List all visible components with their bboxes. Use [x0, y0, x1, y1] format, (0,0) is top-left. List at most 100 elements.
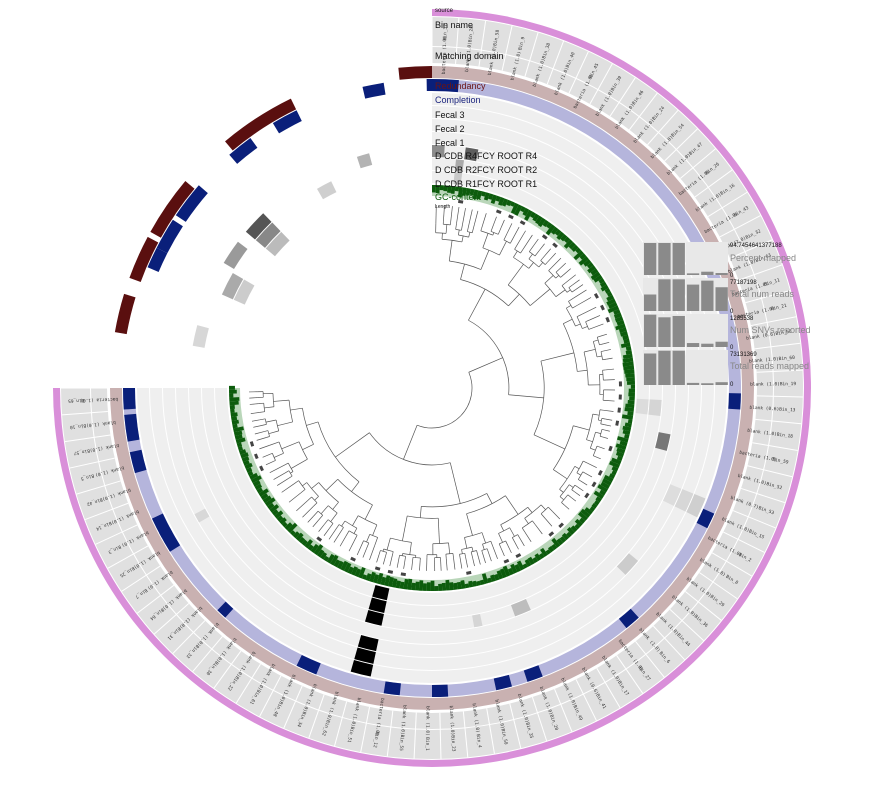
tree-arc — [318, 482, 339, 503]
gc-content-bar — [453, 582, 458, 590]
tree-branch — [540, 513, 546, 519]
tree-branch — [419, 506, 422, 518]
sample-bar — [672, 315, 685, 347]
tree-branch — [458, 229, 460, 236]
tree-leaf — [288, 492, 302, 503]
heatmap-cell — [674, 489, 694, 512]
tree-branch — [360, 540, 364, 547]
tree-arc — [287, 462, 294, 472]
tree-branch — [596, 355, 602, 358]
length-bar — [316, 536, 323, 542]
gc-content-bar — [579, 253, 587, 260]
gc-content-bar — [539, 547, 548, 557]
tree-branch — [364, 504, 373, 520]
gc-content-bar — [621, 414, 634, 420]
heatmap-cell — [648, 399, 662, 417]
tree-branch — [264, 430, 269, 432]
sample-bar — [658, 279, 671, 311]
gc-content-bar — [615, 451, 625, 458]
tree-branch — [314, 496, 319, 501]
sample-bar — [701, 280, 714, 311]
bin-name-label: Bin_56 — [775, 329, 792, 338]
gc-content-bar — [534, 553, 542, 562]
tree-branch — [449, 462, 461, 504]
tree-leaf — [259, 445, 270, 450]
tree-leaf — [604, 349, 611, 352]
domain-label: blank (1.0) — [471, 703, 481, 733]
length-bar — [400, 572, 406, 577]
tree-leaf — [403, 562, 405, 569]
gc-content-bar — [313, 544, 324, 556]
sample-bar — [701, 271, 714, 275]
tree-arc — [311, 496, 318, 503]
sample-bar — [644, 242, 657, 275]
gc-content-bar — [563, 236, 571, 244]
tree-branch — [593, 455, 595, 457]
gc-content-bar — [323, 555, 330, 562]
gc-content-bar — [510, 202, 519, 215]
gc-content-bar — [622, 353, 633, 360]
tree-branch — [452, 553, 454, 559]
completion-mark — [383, 681, 401, 696]
bin-separator — [732, 510, 776, 529]
bar-title-total-reads-mapped: Total reads mapped — [730, 361, 809, 371]
tree-branch — [290, 471, 294, 474]
gc-content-bar — [252, 480, 261, 487]
gc-content-bar — [571, 244, 579, 252]
gc-content-bar — [358, 567, 366, 579]
tree-leaf — [516, 230, 526, 247]
bin-name-label: Bin_12 — [372, 731, 381, 748]
gc-content-bar — [606, 298, 616, 306]
gc-content-bar — [627, 411, 634, 416]
tree-leaf — [558, 262, 567, 271]
tree-arc — [407, 515, 439, 519]
tree-arc — [455, 229, 462, 231]
gc-content-bar — [317, 549, 325, 558]
sample-bar — [658, 317, 671, 347]
tree-branch — [353, 535, 358, 542]
heatmap-cell — [616, 553, 639, 575]
tree-branch — [574, 484, 578, 488]
tree-arc — [602, 370, 604, 381]
gc-content-bar — [611, 457, 622, 465]
tree-branch — [273, 452, 284, 458]
gc-content-bar — [229, 393, 234, 398]
tree-branch — [328, 523, 334, 529]
gc-content-bar — [354, 568, 362, 578]
tree-leaf — [605, 368, 615, 371]
tree-leaf — [577, 486, 584, 492]
tree-branch — [511, 537, 516, 543]
tree-branch — [264, 406, 275, 409]
bin-separator — [235, 663, 261, 704]
gc-content-bar — [584, 507, 593, 515]
tree-branch — [481, 532, 486, 544]
tree-arc — [358, 515, 377, 526]
tree-branch — [266, 436, 270, 438]
heatmap-cell — [354, 647, 376, 664]
gc-content-bar — [501, 198, 509, 207]
gc-content-bar — [613, 312, 622, 319]
tree-leaf — [547, 252, 556, 263]
gc-content-bar — [622, 357, 634, 363]
tree-arc — [445, 553, 454, 555]
domain-label: blank (1.0) — [749, 356, 779, 364]
bar-min-total-reads-mapped: 0 — [730, 382, 734, 388]
tree-leaf — [440, 559, 442, 571]
gc-content-bar — [559, 536, 567, 543]
sample-bar — [686, 343, 700, 347]
tree-branch — [270, 452, 273, 455]
bin-separator — [750, 316, 797, 327]
domain-label: blank (1.0) — [89, 442, 119, 453]
tree-branch — [482, 233, 489, 248]
tree-branch — [600, 350, 606, 352]
tree-branch — [497, 227, 502, 235]
tree-leaf — [443, 205, 445, 222]
bar-title-num-snvs: Num SNVs reported — [730, 325, 811, 335]
bin-name-label: Bin_35 — [524, 722, 534, 740]
tree-branch — [466, 513, 473, 536]
tree-branch — [598, 419, 602, 422]
redundancy-mark — [225, 98, 297, 151]
gc-content-bar — [626, 380, 635, 385]
heatmap-cell — [368, 597, 387, 613]
bin-separator — [723, 531, 765, 553]
